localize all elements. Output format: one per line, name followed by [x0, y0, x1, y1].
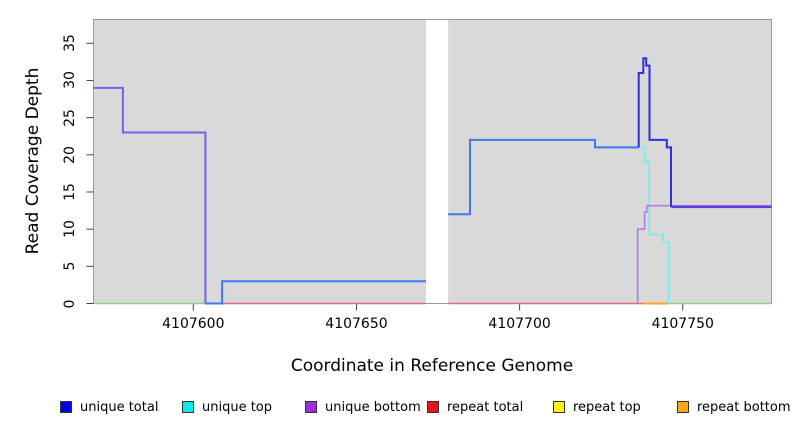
- plot-border: [93, 19, 772, 304]
- legend-item-unique-top: unique top: [182, 399, 272, 415]
- legend-swatch-icon: [60, 401, 72, 413]
- series-line-unique-total: [93, 86, 207, 304]
- series-line-unique-total: [637, 57, 672, 207]
- y-axis-title: Read Coverage Depth: [23, 67, 43, 255]
- legend-label: repeat total: [447, 399, 524, 415]
- legend-swatch-icon: [553, 401, 565, 413]
- y-tick-label: 35: [62, 34, 78, 53]
- legend-label: repeat top: [573, 399, 641, 415]
- legend-label: unique bottom: [325, 399, 421, 415]
- series-line-unique-top: [595, 146, 671, 305]
- y-tick-label: 10: [62, 220, 78, 239]
- y-tick-label: 20: [62, 145, 78, 164]
- x-tick-label: 4107650: [325, 316, 388, 332]
- legend-item-unique-total: unique total: [60, 399, 158, 415]
- series-line-unique-total: [448, 138, 639, 216]
- y-tick-label: 30: [62, 71, 78, 90]
- legend-swatch-icon: [305, 401, 317, 413]
- legend-item-repeat-total: repeat total: [427, 399, 523, 415]
- x-axis-title: Coordinate in Reference Genome: [290, 356, 574, 376]
- series-line-unique-bottom: [636, 204, 772, 304]
- series-line-unique-total: [205, 280, 426, 305]
- y-tick-label: 25: [62, 108, 78, 127]
- legend-label: unique top: [202, 399, 273, 415]
- legend-item-repeat-bottom: repeat bottom: [677, 399, 791, 415]
- x-tick-label: 4107750: [651, 316, 714, 332]
- x-tick-label: 4107700: [488, 316, 551, 332]
- coverage-gap-band: [425, 19, 449, 304]
- legend-swatch-icon: [677, 401, 689, 413]
- x-tick-label: 4107600: [162, 316, 225, 332]
- y-tick-label: 15: [62, 183, 78, 201]
- y-tick-label: 5: [62, 261, 78, 271]
- legend-item-repeat-top: repeat top: [553, 399, 641, 415]
- legend-swatch-icon: [182, 401, 194, 413]
- y-tick-label: 0: [62, 299, 78, 308]
- legend-swatch-icon: [427, 401, 439, 413]
- legend-label: repeat bottom: [697, 399, 791, 415]
- legend-item-unique-bottom: unique bottom: [305, 399, 421, 415]
- legend-label: unique total: [80, 399, 159, 415]
